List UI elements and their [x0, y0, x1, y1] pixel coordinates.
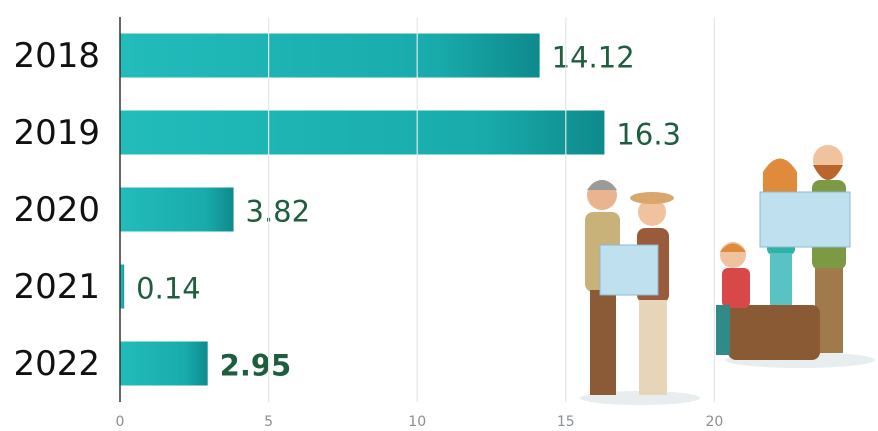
bar — [120, 33, 540, 78]
travelers-illustration — [580, 145, 875, 405]
y-tick-label: 2022 — [13, 344, 100, 384]
bar — [120, 264, 125, 309]
data-label: 16.3 — [616, 118, 681, 152]
x-tick-label: 10 — [408, 414, 426, 430]
data-label: 2.95 — [220, 349, 292, 383]
data-label: 0.14 — [136, 272, 201, 306]
x-tick-label: 20 — [705, 414, 723, 430]
bar — [120, 110, 605, 155]
y-tick-label: 2020 — [13, 190, 100, 230]
x-tick-label: 0 — [116, 414, 125, 430]
bar — [120, 341, 208, 386]
y-tick-label: 2021 — [13, 267, 100, 307]
data-label: 14.12 — [552, 41, 635, 75]
data-label: 3.82 — [246, 195, 311, 229]
bar — [120, 187, 234, 232]
y-tick-label: 2018 — [13, 36, 100, 76]
x-tick-label: 15 — [557, 414, 575, 430]
y-tick-label: 2019 — [13, 113, 100, 153]
x-tick-label: 5 — [264, 414, 273, 430]
